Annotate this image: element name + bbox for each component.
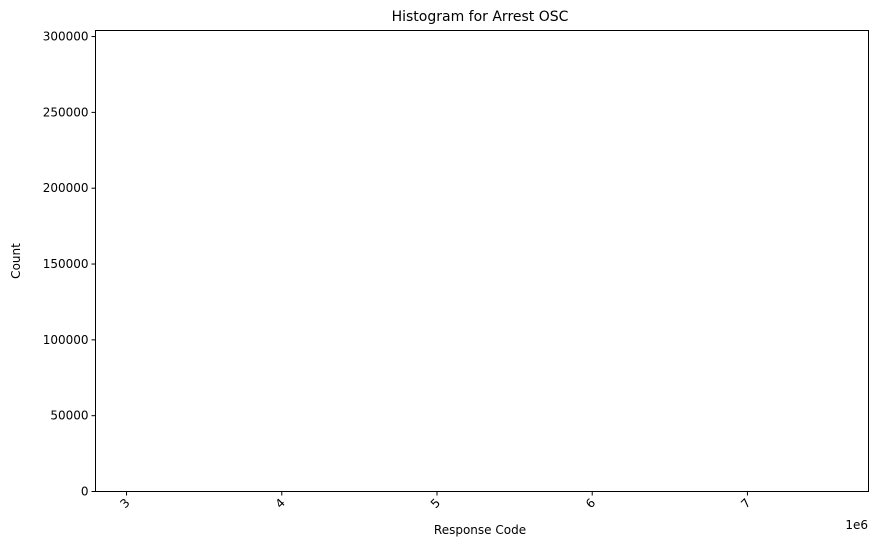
y-tick-label: 0	[81, 485, 89, 499]
x-tick-label: 5	[428, 496, 443, 511]
x-tick-label: 4	[273, 496, 288, 511]
x-tick-label: 7	[738, 496, 753, 511]
x-axis-label: Response Code	[434, 523, 526, 537]
y-tick-label: 150000	[43, 257, 89, 271]
y-axis-label: Count	[9, 243, 23, 279]
x-tick-label: 3	[117, 496, 132, 511]
y-tick-label: 50000	[50, 409, 88, 423]
chart-title: Histogram for Arrest OSC	[392, 9, 569, 25]
x-tick-label: 6	[583, 496, 598, 511]
y-tick-label: 250000	[43, 105, 89, 119]
x-axis-ticks: 3 4 5 6 7	[117, 491, 754, 511]
x-axis-offset-label: 1e6	[845, 518, 868, 532]
y-tick-label: 100000	[43, 333, 89, 347]
y-axis-ticks: 0 50000 100000 150000 200000 250000 300000	[43, 30, 96, 499]
plot-area-frame	[95, 30, 869, 492]
y-tick-label: 200000	[43, 181, 89, 195]
y-tick-label: 300000	[43, 30, 89, 44]
